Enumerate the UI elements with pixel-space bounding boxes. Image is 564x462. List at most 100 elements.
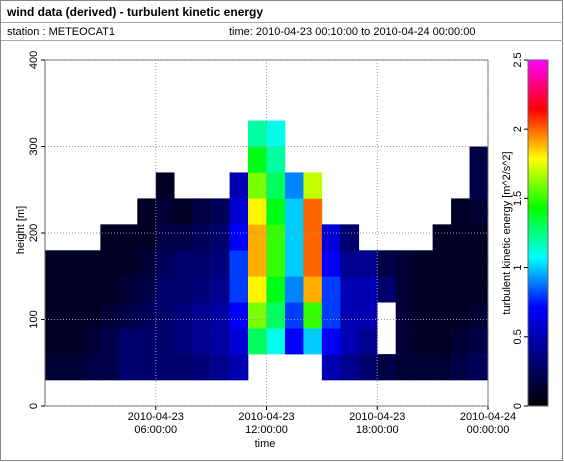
heat-cell <box>100 354 120 381</box>
heat-cell <box>137 328 157 355</box>
heat-cell <box>284 250 304 277</box>
heat-cell <box>321 302 341 329</box>
heat-cell <box>155 224 175 251</box>
heat-cell <box>414 328 433 355</box>
heat-cell <box>340 224 360 251</box>
heat-cell <box>192 328 212 355</box>
heat-cell <box>266 276 286 303</box>
y-axis-label: height [m] <box>15 206 27 254</box>
x-tick-label: 2010-04-23 18:00:00 <box>349 411 406 436</box>
heat-cell <box>229 328 249 355</box>
heat-cell <box>211 354 230 381</box>
heat-cell <box>358 250 378 277</box>
heat-cell <box>303 328 323 355</box>
heatmap <box>45 120 489 381</box>
heat-cell <box>377 250 397 277</box>
heat-cell <box>174 224 193 251</box>
heat-cell <box>451 276 470 303</box>
heat-cell <box>155 354 175 381</box>
heat-cell <box>248 146 267 173</box>
heat-cell <box>303 224 323 251</box>
heat-cell <box>414 302 433 329</box>
heat-cell <box>192 302 212 329</box>
heat-cell <box>451 198 470 225</box>
heat-cell <box>100 302 120 329</box>
title: wind data (derived) - turbulent kinetic … <box>6 5 263 19</box>
heat-cell <box>63 328 83 355</box>
heat-cell <box>155 250 175 277</box>
heat-cell <box>211 224 230 251</box>
heat-cell <box>229 354 249 381</box>
heat-cell <box>63 302 83 329</box>
heat-cell <box>266 198 286 225</box>
heat-cell <box>469 250 489 277</box>
heat-cell <box>137 224 157 251</box>
heat-cell <box>118 354 138 381</box>
heat-cell <box>340 354 360 381</box>
heat-cell <box>137 198 157 225</box>
heat-cell <box>266 328 286 355</box>
heat-cell <box>100 328 120 355</box>
heat-cell <box>321 328 341 355</box>
heat-cell <box>248 120 267 147</box>
heat-cell <box>266 120 286 147</box>
heat-cell <box>155 172 175 199</box>
heat-cell <box>321 250 341 277</box>
heat-cell <box>303 250 323 277</box>
heat-cell <box>432 302 452 329</box>
heat-cell <box>192 224 212 251</box>
heat-cell <box>229 250 249 277</box>
y-tick-label: 0 <box>28 403 40 409</box>
heat-cell <box>174 198 193 225</box>
heat-cell <box>118 328 138 355</box>
heat-cell <box>137 250 157 277</box>
heat-cell <box>358 302 378 329</box>
heat-cell <box>414 354 433 381</box>
y-tick-label: 100 <box>28 310 40 328</box>
heat-cell <box>174 276 193 303</box>
heat-cell <box>192 198 212 225</box>
heat-cell <box>192 250 212 277</box>
heat-cell <box>266 250 286 277</box>
colorbar-tick-label: 2 <box>512 126 524 132</box>
heat-cell <box>469 354 489 381</box>
x-tick-label: 2010-04-24 00:00:00 <box>459 411 517 436</box>
heat-cell <box>469 302 489 329</box>
heat-cell <box>358 276 378 303</box>
heat-cell <box>81 354 101 381</box>
heat-cell <box>469 198 489 225</box>
heat-cell <box>395 250 415 277</box>
y-tick-label: 400 <box>28 51 40 69</box>
heat-cell <box>469 224 489 251</box>
heat-cell <box>174 250 193 277</box>
heat-cell <box>137 302 157 329</box>
heat-cell <box>284 172 304 199</box>
colorbar-tick-label: 1 <box>512 265 524 271</box>
colorbar <box>527 59 549 407</box>
heat-cell <box>432 250 452 277</box>
station: station : METEOCAT1 <box>7 26 115 38</box>
heat-cell <box>377 276 397 303</box>
heat-cell <box>211 198 230 225</box>
heat-cell <box>469 276 489 303</box>
heat-cell <box>340 250 360 277</box>
colorbar-tick-label: 0 <box>512 403 524 409</box>
heat-cell <box>45 354 64 381</box>
heat-cell <box>229 276 249 303</box>
heat-cell <box>414 250 433 277</box>
heat-cell <box>63 276 83 303</box>
y-tick-label: 200 <box>28 224 40 242</box>
heat-cell <box>284 276 304 303</box>
heat-cell <box>469 146 489 173</box>
heat-cell <box>321 354 341 381</box>
heat-cell <box>211 276 230 303</box>
heat-cell <box>45 328 64 355</box>
x-tick-label: 2010-04-23 12:00:00 <box>238 411 295 436</box>
heat-cell <box>211 250 230 277</box>
heat-cell <box>100 224 120 251</box>
heat-cell <box>100 250 120 277</box>
heat-cell <box>137 276 157 303</box>
heat-cell <box>340 276 360 303</box>
